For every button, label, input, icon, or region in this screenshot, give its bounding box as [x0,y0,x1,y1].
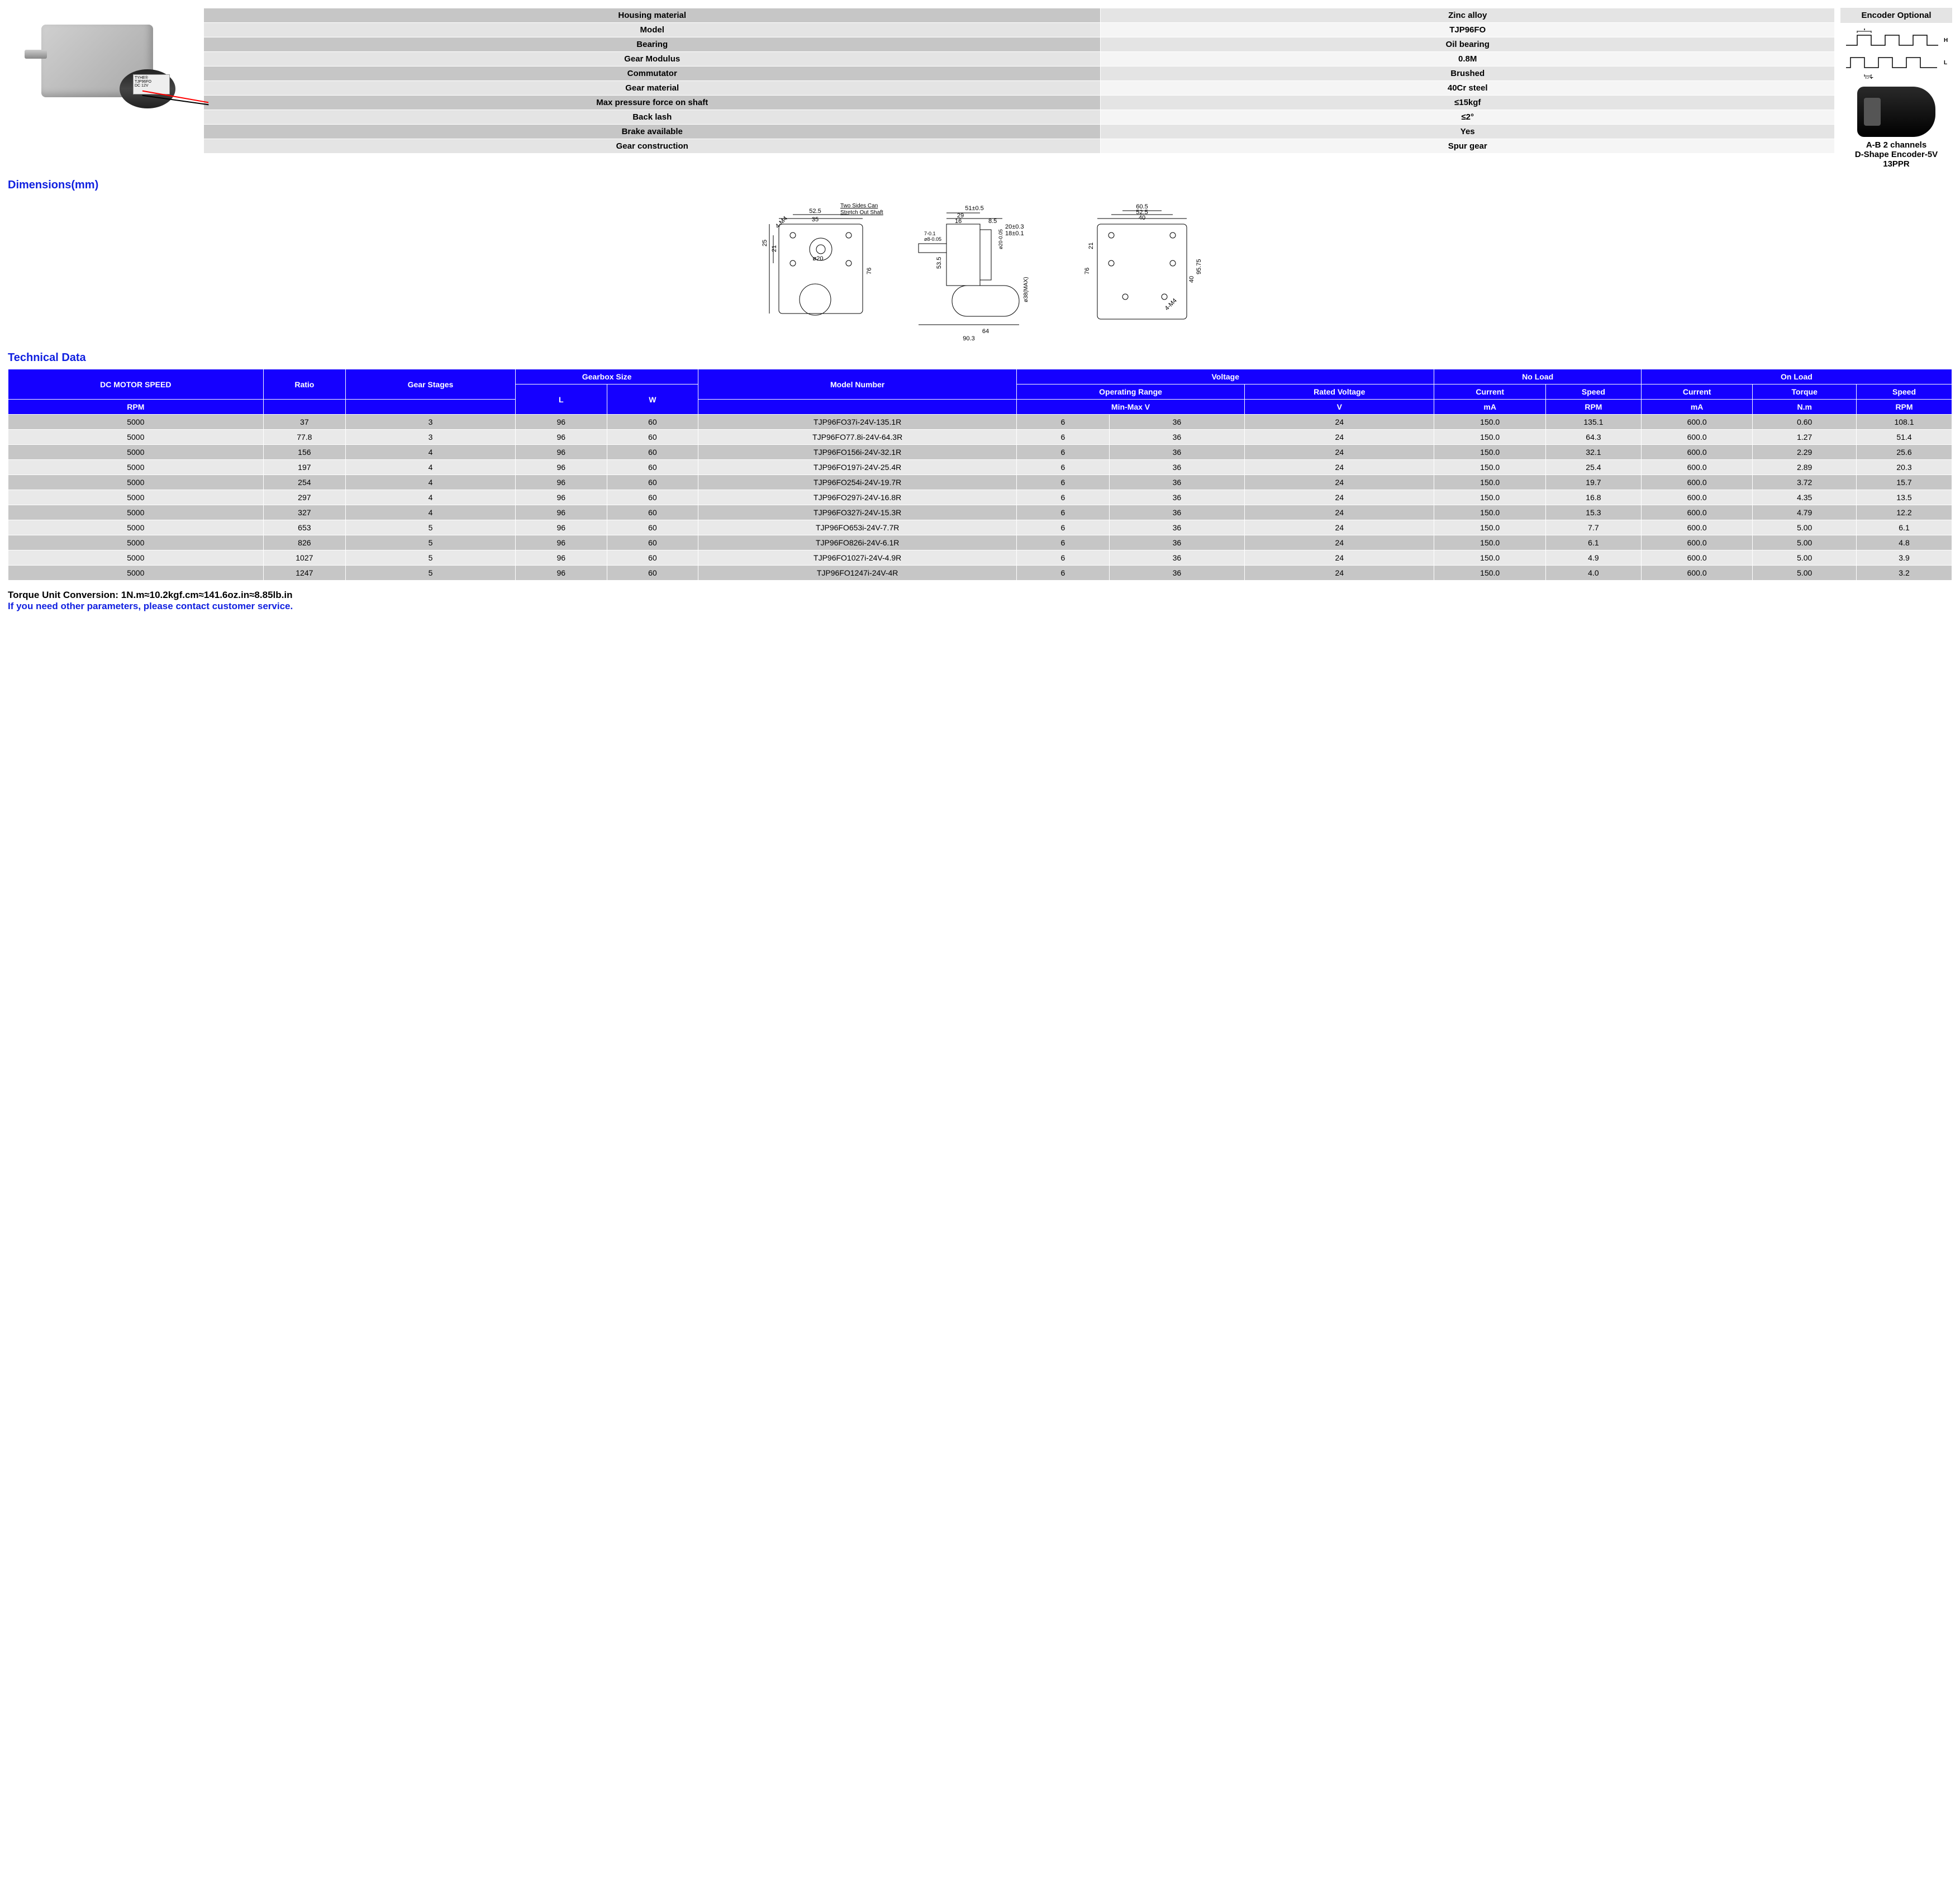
spec-row: BearingOil bearing [204,37,1835,52]
spec-row: Housing materialZinc alloy [204,8,1835,23]
table-row: 500065359660TJP96FO653i-24V-7.7R63624150… [8,520,1952,535]
spec-row: Back lash≤2° [204,110,1835,125]
th-gboxsize: Gearbox Size [515,369,698,384]
dim-rear: 60.5 52.5 40 21 76 40 95.75 4-M4 [1069,196,1215,341]
th-onload: On Load [1641,369,1952,384]
th-speed: DC MOTOR SPEED [8,369,264,400]
svg-text:90.3: 90.3 [963,335,974,341]
table-row: 5000124759660TJP96FO1247i-24V-4R63624150… [8,566,1952,581]
svg-text:ø8-0.05: ø8-0.05 [924,236,941,242]
svg-text:20±0.3: 20±0.3 [1005,224,1024,230]
th-ratio: Ratio [263,369,345,400]
svg-text:53.5: 53.5 [936,257,943,269]
encoder-waveform: T H ½T L [1840,29,1952,79]
spec-row: CommutatorBrushed [204,67,1835,81]
footnote: Torque Unit Conversion: 1N.m≈10.2kgf.cm≈… [8,590,1952,612]
encoder-title: Encoder Optional [1840,8,1952,23]
svg-text:64: 64 [982,328,989,335]
svg-text:40: 40 [1188,276,1195,283]
table-row: 500082659660TJP96FO826i-24V-6.1R63624150… [8,535,1952,550]
svg-text:½T: ½T [1865,77,1873,79]
svg-text:ø20: ø20 [813,255,824,262]
table-row: 500019749660TJP96FO197i-24V-25.4R6362415… [8,460,1952,475]
svg-text:40: 40 [1139,215,1145,221]
th-stages: Gear Stages [346,369,516,400]
svg-text:ø38(MAX): ø38(MAX) [1023,277,1029,302]
product-photo: TYHE® TJP96FO DC 12V [8,8,198,136]
footnote-line1: Torque Unit Conversion: 1N.m≈10.2kgf.cm≈… [8,590,1952,601]
technical-data-table: DC MOTOR SPEED Ratio Gear Stages Gearbox… [8,369,1952,581]
encoder-photo [1857,87,1935,137]
table-row: 500015649660TJP96FO156i-24V-32.1R6362415… [8,445,1952,460]
spec-table: Housing materialZinc alloyModelTJP96FOBe… [203,8,1835,154]
svg-text:95.75: 95.75 [1196,259,1202,274]
svg-text:16: 16 [955,218,962,225]
section-techdata: Technical Data [8,352,1952,364]
svg-text:21: 21 [1088,243,1095,249]
footnote-line2: If you need other parameters, please con… [8,601,1952,612]
th-voltage: Voltage [1017,369,1434,384]
svg-text:35: 35 [812,216,819,223]
svg-text:51±0.5: 51±0.5 [965,205,984,212]
dim-front: 52.5 35 4-M4 25 21 76 ø20 Two Sides CanS… [745,196,891,341]
svg-text:25: 25 [762,240,768,246]
svg-text:52.5: 52.5 [809,208,821,215]
table-row: 5000102759660TJP96FO1027i-24V-4.9R636241… [8,550,1952,566]
encoder-caption2: D-Shape Encoder-5V 13PPR [1840,150,1952,169]
dim-note: Two Sides CanStretch Out Shaft [840,203,883,216]
table-row: 500032749660TJP96FO327i-24V-15.3R6362415… [8,505,1952,520]
th-model: Model Number [698,369,1017,400]
spec-row: Max pressure force on shaft≤15kgf [204,96,1835,110]
svg-text:L: L [1944,60,1947,66]
spec-row: Gear constructionSpur gear [204,139,1835,154]
svg-text:8.5: 8.5 [988,218,997,225]
spec-row: ModelTJP96FO [204,23,1835,37]
encoder-panel: Encoder Optional T H ½T L A-B 2 channels… [1840,8,1952,169]
dim-side: 51±0.5 29 16 8.5 20±0.3 18±0.1 53.5 64 9… [902,196,1058,341]
svg-text:H: H [1944,37,1948,44]
spec-row: Gear Modulus0.8M [204,52,1835,67]
svg-text:T: T [1863,29,1866,32]
table-row: 500077.839660TJP96FO77.8i-24V-64.3R63624… [8,430,1952,445]
section-dimensions: Dimensions(mm) [8,179,1952,192]
svg-text:76: 76 [866,268,873,274]
th-noload: No Load [1434,369,1641,384]
svg-text:76: 76 [1084,268,1091,274]
spec-row: Brake availableYes [204,125,1835,139]
svg-text:7-0.1: 7-0.1 [924,231,936,236]
table-row: 50003739660TJP96FO37i-24V-135.1R63624150… [8,415,1952,430]
encoder-caption1: A-B 2 channels [1840,140,1952,150]
svg-text:4-M4: 4-M4 [774,215,789,230]
dimension-drawings: 52.5 35 4-M4 25 21 76 ø20 Two Sides CanS… [8,196,1952,341]
svg-text:ø20-0.05: ø20-0.05 [998,229,1003,249]
svg-text:21: 21 [771,245,778,252]
table-row: 500029749660TJP96FO297i-24V-16.8R6362415… [8,490,1952,505]
svg-text:18±0.1: 18±0.1 [1005,230,1024,237]
table-row: 500025449660TJP96FO254i-24V-19.7R6362415… [8,475,1952,490]
spec-row: Gear material40Cr steel [204,81,1835,96]
